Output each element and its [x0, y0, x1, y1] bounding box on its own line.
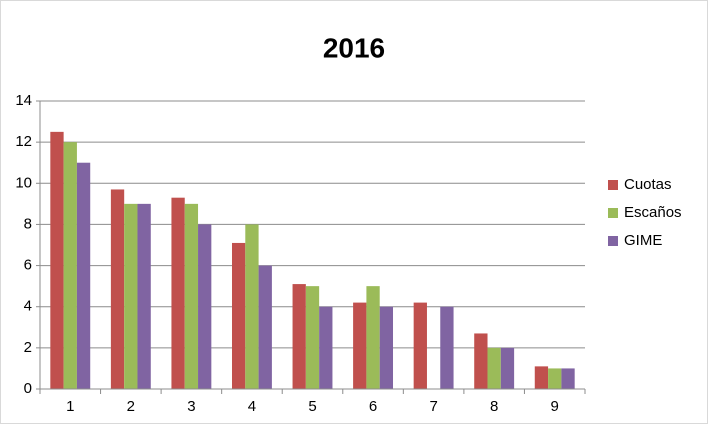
y-tick-label: 0	[24, 380, 32, 397]
bar	[184, 203, 199, 389]
x-tick-label: 9	[551, 398, 559, 415]
x-tick-label: 4	[248, 398, 256, 415]
bar	[500, 347, 515, 389]
bar	[474, 333, 488, 389]
bar	[548, 368, 562, 389]
bar	[50, 131, 64, 389]
bar	[319, 306, 333, 389]
legend-label: Escaños	[624, 204, 682, 221]
x-tick-label: 8	[490, 398, 498, 415]
y-tick-label: 12	[15, 133, 32, 150]
bar	[561, 368, 575, 389]
bar	[63, 142, 77, 389]
legend-swatch	[608, 180, 618, 190]
chart-title: 2016	[323, 32, 385, 63]
y-tick-label: 4	[24, 298, 32, 315]
bar	[258, 265, 272, 389]
x-tick-label: 3	[187, 398, 195, 415]
x-tick-label: 5	[308, 398, 316, 415]
bar	[171, 197, 185, 389]
bar	[231, 242, 246, 389]
bar	[379, 306, 394, 389]
bar	[245, 224, 259, 389]
bar	[534, 366, 549, 389]
bar	[110, 189, 125, 389]
legend-swatch	[608, 236, 618, 246]
bar	[353, 302, 367, 389]
y-tick-label: 10	[15, 174, 32, 191]
bar	[124, 203, 138, 389]
y-tick-label: 6	[24, 257, 32, 274]
legend-label: Cuotas	[624, 176, 672, 193]
x-tick-label: 2	[127, 398, 135, 415]
y-tick-label: 14	[15, 92, 32, 109]
bar	[292, 284, 306, 389]
x-tick-label: 7	[429, 398, 437, 415]
legend-label: GIME	[624, 232, 662, 249]
y-tick-label: 8	[24, 215, 32, 232]
bar	[487, 347, 501, 389]
bar	[76, 162, 91, 389]
bar	[137, 203, 151, 389]
x-tick-label: 1	[66, 398, 74, 415]
x-tick-label: 6	[369, 398, 377, 415]
y-tick-label: 2	[24, 339, 32, 356]
bar	[198, 224, 212, 389]
bar	[413, 302, 427, 389]
bar	[305, 286, 320, 389]
legend-swatch	[608, 208, 618, 218]
bar	[440, 306, 454, 389]
bar	[366, 286, 380, 389]
